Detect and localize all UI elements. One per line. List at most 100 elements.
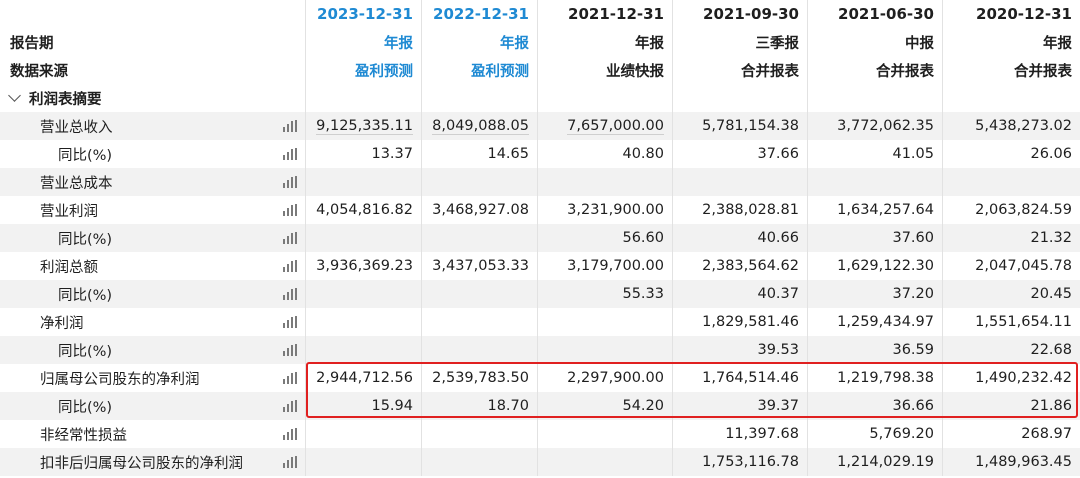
cell-value: 1,489,963.45 xyxy=(975,454,1072,470)
table-cell: 2,063,824.59 xyxy=(943,196,1080,224)
bar-chart-icon[interactable] xyxy=(283,344,297,356)
bar-chart-icon[interactable] xyxy=(283,428,297,440)
table-row: 扣非后归属母公司股东的净利润 1,753,116.78 1,214,029.19 1,… xyxy=(0,448,1080,476)
bar-chart-icon[interactable] xyxy=(283,204,297,216)
bar-chart-icon[interactable] xyxy=(283,148,297,160)
section-toggle[interactable]: 利润表摘要 xyxy=(0,84,306,112)
table-cell xyxy=(306,280,422,308)
report-type: 三季报 xyxy=(673,28,808,56)
table-cell: 39.53 xyxy=(673,336,808,364)
data-source: 合并报表 xyxy=(1014,63,1072,80)
row-label: 扣非后归属母公司股东的净利润 xyxy=(0,448,306,476)
cell-value: 20.45 xyxy=(1030,286,1072,302)
cell-value: 15.94 xyxy=(371,398,413,414)
cell-value: 3,179,700.00 xyxy=(567,258,664,274)
table-cell: 2,297,900.00 xyxy=(538,364,673,392)
table-cell: 36.59 xyxy=(808,336,943,364)
row-label: 非经常性损益 xyxy=(0,420,306,448)
period-header[interactable]: 2021-06-30 xyxy=(808,0,943,28)
row-label-text: 同比(%) xyxy=(58,343,113,360)
table-cell: 15.94 xyxy=(306,392,422,420)
report-type: 年报 xyxy=(538,28,673,56)
table-cell: 2,944,712.56 xyxy=(306,364,422,392)
cell-value: 5,781,154.38 xyxy=(702,118,799,134)
cell-value: 37.60 xyxy=(892,230,934,246)
table-cell: 3,936,369.23 xyxy=(306,252,422,280)
row-label: 同比(%) xyxy=(0,224,306,252)
period-header[interactable]: 2023-12-31 xyxy=(306,0,422,28)
row-label-text: 营业总成本 xyxy=(40,175,113,192)
cell-value: 55.33 xyxy=(622,286,664,302)
bar-chart-icon[interactable] xyxy=(283,456,297,468)
table-cell: 20.45 xyxy=(943,280,1080,308)
bar-chart-icon[interactable] xyxy=(283,372,297,384)
cell-value: 5,438,273.02 xyxy=(975,118,1072,134)
cell-value: 39.53 xyxy=(757,342,799,358)
bar-chart-icon[interactable] xyxy=(283,316,297,328)
bar-chart-icon[interactable] xyxy=(283,176,297,188)
row-label-text: 同比(%) xyxy=(58,231,113,248)
table-cell: 3,437,053.33 xyxy=(422,252,538,280)
table-cell: 5,781,154.38 xyxy=(673,112,808,140)
cell-value: 1,490,232.42 xyxy=(975,370,1072,386)
chevron-down-icon[interactable] xyxy=(8,89,21,102)
row-label-text: 营业利润 xyxy=(40,203,98,220)
row-label: 同比(%) xyxy=(0,336,306,364)
period-header[interactable]: 2021-09-30 xyxy=(673,0,808,28)
data-source: 盈利预测 xyxy=(422,56,538,84)
table-cell: 18.70 xyxy=(422,392,538,420)
table-cell: 3,179,700.00 xyxy=(538,252,673,280)
table-cell: 1,634,257.64 xyxy=(808,196,943,224)
table-cell xyxy=(306,420,422,448)
cell-value: 2,539,783.50 xyxy=(432,370,529,386)
table-cell: 37.66 xyxy=(673,140,808,168)
cell-value: 5,769.20 xyxy=(869,426,934,442)
table-cell: 39.37 xyxy=(673,392,808,420)
bar-chart-icon[interactable] xyxy=(283,400,297,412)
report-type: 年报 xyxy=(422,28,538,56)
table-cell xyxy=(422,308,538,336)
table-cell xyxy=(422,224,538,252)
cell-value: 1,829,581.46 xyxy=(702,314,799,330)
cell-value: 14.65 xyxy=(487,146,529,162)
table-cell: 11,397.68 xyxy=(673,420,808,448)
table-cell xyxy=(538,336,673,364)
period-header[interactable]: 2020-12-31 xyxy=(976,5,1072,23)
cell-value: 1,219,798.38 xyxy=(837,370,934,386)
cell-value: 1,551,654.11 xyxy=(975,314,1072,330)
table-row: 同比(%) 15.94 18.70 54.20 39.37 36.66 21.86 xyxy=(0,392,1080,420)
cell-value: 9,125,335.11 xyxy=(316,117,413,135)
cell-value: 1,753,116.78 xyxy=(702,454,799,470)
table-cell: 268.97 xyxy=(943,420,1080,448)
cell-value: 3,231,900.00 xyxy=(567,202,664,218)
bar-chart-icon[interactable] xyxy=(283,260,297,272)
row-label: 营业利润 xyxy=(0,196,306,224)
period-header[interactable]: 2021-12-31 xyxy=(538,0,673,28)
table-row: 归属母公司股东的净利润 2,944,712.56 2,539,783.50 2,297… xyxy=(0,364,1080,392)
header-date-row: 2023-12-31 2022-12-31 2021-12-31 2021-09… xyxy=(0,0,1080,28)
period-header[interactable]: 2022-12-31 xyxy=(422,0,538,28)
section-title: 利润表摘要 xyxy=(29,91,102,108)
cell-value: 36.66 xyxy=(892,398,934,414)
section-row[interactable]: 利润表摘要 xyxy=(0,84,1080,112)
table-cell: 1,753,116.78 xyxy=(673,448,808,476)
row-label-text: 营业总收入 xyxy=(40,119,113,136)
cell-value: 3,468,927.08 xyxy=(432,202,529,218)
row-label: 利润总额 xyxy=(0,252,306,280)
table-row: 同比(%) 55.33 40.37 37.20 20.45 xyxy=(0,280,1080,308)
bar-chart-icon[interactable] xyxy=(283,232,297,244)
table-cell: 9,125,335.11 xyxy=(306,112,422,140)
table-cell: 1,551,654.11 xyxy=(943,308,1080,336)
cell-value: 1,214,029.19 xyxy=(837,454,934,470)
bar-chart-icon[interactable] xyxy=(283,288,297,300)
cell-value: 268.97 xyxy=(1021,426,1072,442)
table-cell xyxy=(422,420,538,448)
table-cell: 21.32 xyxy=(943,224,1080,252)
row-label: 营业总收入 xyxy=(0,112,306,140)
table-cell xyxy=(538,448,673,476)
row-label-text: 归属母公司股东的净利润 xyxy=(40,371,200,388)
table-cell: 1,490,232.42 xyxy=(943,364,1080,392)
table-cell: 3,231,900.00 xyxy=(538,196,673,224)
table-row: 利润总额 3,936,369.23 3,437,053.33 3,179,700.00… xyxy=(0,252,1080,280)
bar-chart-icon[interactable] xyxy=(283,120,297,132)
